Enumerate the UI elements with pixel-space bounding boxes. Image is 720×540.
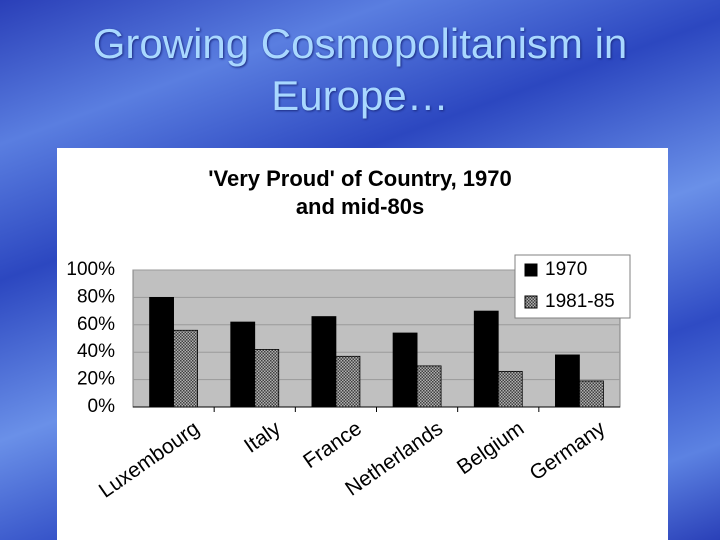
y-tick-label: 80% [77, 286, 115, 307]
slide-title: Growing Cosmopolitanism in Europe… [92, 20, 628, 119]
bar [335, 355, 361, 408]
y-tick-label: 0% [88, 396, 116, 417]
chart-title: 'Very Proud' of Country, 1970 and mid-80… [208, 166, 512, 219]
legend-label: 1970 [545, 259, 587, 280]
x-tick-label: Luxembourg [95, 417, 204, 503]
y-tick-label: 40% [77, 341, 115, 362]
bar [416, 365, 442, 408]
bar [473, 310, 499, 408]
y-tick-label: 100% [66, 259, 115, 280]
bar [497, 370, 523, 408]
bar [230, 321, 256, 408]
bar [173, 329, 198, 408]
x-tick-label: Belgium [453, 417, 528, 479]
x-tick-label: Germany [526, 417, 610, 486]
bar [254, 349, 280, 408]
bar [311, 316, 337, 408]
legend-swatch [524, 263, 538, 277]
bar [555, 354, 580, 408]
x-tick-label: France [299, 417, 366, 473]
legend-label: 1981-85 [545, 291, 615, 312]
bar [392, 332, 418, 408]
y-tick-label: 20% [77, 369, 115, 390]
legend-swatch [524, 295, 538, 309]
y-tick-label: 60% [77, 314, 115, 335]
bar [149, 296, 174, 408]
x-tick-label: Italy [240, 417, 285, 458]
bar [579, 380, 604, 408]
